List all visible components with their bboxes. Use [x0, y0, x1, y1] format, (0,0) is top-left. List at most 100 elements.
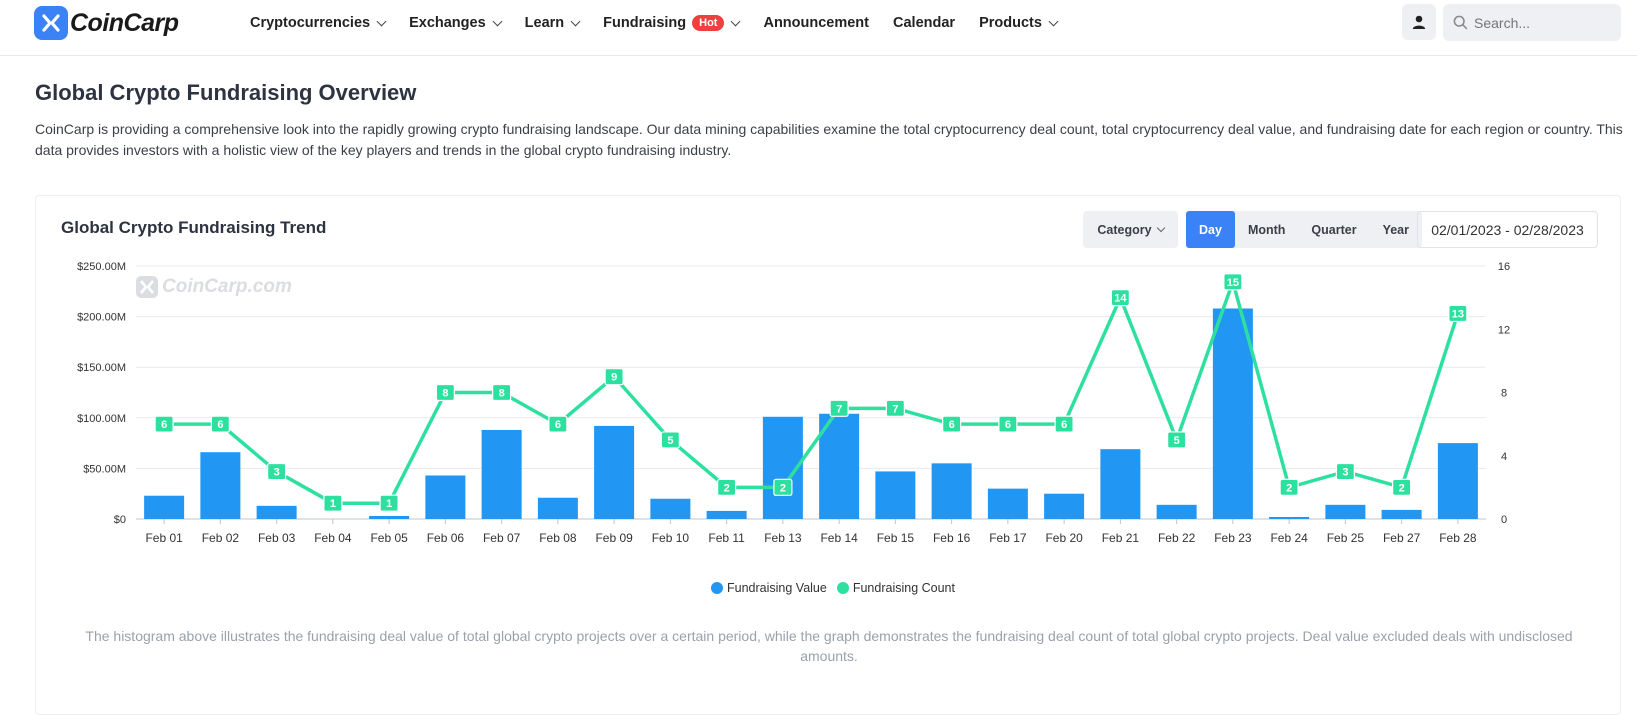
chevron-down-icon	[570, 16, 581, 26]
count-point	[435, 383, 455, 402]
value-bar	[931, 463, 972, 519]
nav-calendar[interactable]: Calendar	[893, 15, 955, 31]
count-point	[1392, 478, 1412, 496]
fundraising-trend-card: Global Crypto Fundraising Trend Category…	[35, 195, 1621, 715]
chevron-down-icon	[1156, 223, 1165, 232]
period-quarter-button[interactable]: Quarter	[1311, 222, 1357, 237]
x-tick-label: Feb 14	[820, 531, 858, 545]
value-bar	[256, 505, 297, 519]
nav-label: Learn	[524, 15, 565, 31]
value-bar	[144, 495, 185, 519]
page-description: CoinCarp is providing a comprehensive lo…	[35, 121, 1623, 158]
nav-fundraising[interactable]: Fundraising Hot	[603, 15, 741, 31]
period-year-button[interactable]: Year	[1382, 222, 1409, 237]
chevron-down-icon	[376, 16, 387, 26]
count-point	[323, 494, 343, 512]
coincarp-watermark-icon	[136, 276, 158, 298]
page-title: Global Crypto Fundraising Overview	[35, 80, 417, 105]
legend-fundraising-count[interactable]: Fundraising Count	[836, 581, 955, 595]
value-bar	[200, 452, 241, 519]
count-data-label: 7	[892, 403, 898, 415]
count-data-label: 6	[217, 419, 223, 431]
value-bar	[1156, 504, 1197, 519]
main-nav: Cryptocurrencies Exchanges Learn Fundrai…	[250, 13, 1081, 33]
brand-logo[interactable]: CoinCarp	[34, 6, 179, 40]
count-point	[1223, 273, 1243, 291]
nav-announcement[interactable]: Announcement	[763, 15, 869, 31]
count-data-label: 2	[780, 482, 786, 494]
nav-label: Fundraising	[603, 15, 687, 31]
value-bar	[1325, 504, 1366, 519]
x-tick-label: Feb 28	[1439, 531, 1477, 545]
nav-label: Products	[979, 15, 1042, 31]
x-tick-label: Feb 01	[145, 531, 183, 545]
nav-label: Cryptocurrencies	[250, 15, 371, 31]
nav-learn[interactable]: Learn	[524, 15, 581, 31]
fundraising-trend-chart: $0 $50.00M $100.00M $150.00M $200.00M $250.00…	[77, 261, 1510, 545]
count-point	[942, 415, 962, 433]
x-tick-label: Feb 24	[1270, 531, 1308, 545]
chart-title: Global Crypto Fundraising Trend	[61, 218, 327, 237]
x-tick-label: Feb 22	[1158, 531, 1196, 545]
x-tick-label: Feb 21	[1102, 531, 1140, 545]
x-tick-label: Feb 04	[314, 531, 352, 545]
coincarp-logo-icon	[34, 6, 68, 40]
x-tick-label: Feb 13	[764, 531, 802, 545]
count-point	[1448, 304, 1468, 323]
value-bar	[481, 429, 522, 519]
x-tick-label: Feb 05	[370, 531, 408, 545]
legend-label: Fundraising Value	[727, 581, 827, 595]
count-point	[829, 399, 849, 417]
value-bar	[1100, 449, 1141, 519]
count-point	[1279, 478, 1299, 496]
count-point	[885, 399, 905, 417]
user-account-button[interactable]	[1402, 4, 1436, 40]
value-bar	[650, 498, 691, 519]
count-point	[773, 478, 793, 496]
value-bar	[1044, 493, 1085, 519]
value-bar	[1269, 516, 1310, 519]
y-right-tick-label: 8	[1501, 388, 1507, 400]
nav-label: Exchanges	[409, 15, 486, 31]
period-month-button[interactable]: Month	[1247, 222, 1286, 237]
x-tick-label: Feb 15	[877, 531, 915, 545]
value-bar	[875, 471, 916, 519]
watermark-text: CoinCarp.com	[162, 276, 292, 297]
nav-cryptocurrencies[interactable]: Cryptocurrencies	[250, 15, 387, 31]
period-day-button[interactable]: Day	[1186, 211, 1235, 248]
y-left-tick-label: $200.00M	[77, 312, 126, 324]
count-data-label: 7	[836, 403, 842, 415]
count-point	[717, 478, 737, 496]
period-selector: Day Month Quarter Year	[1186, 211, 1422, 248]
legend-fundraising-value[interactable]: Fundraising Value	[711, 581, 827, 595]
count-data-label: 1	[330, 498, 336, 510]
search-input[interactable]	[1474, 14, 1604, 31]
nav-products[interactable]: Products	[979, 15, 1059, 31]
chart-legend: Fundraising Value Fundraising Count	[711, 581, 965, 595]
x-tick-label: Feb 10	[652, 531, 690, 545]
value-bar	[537, 497, 578, 519]
search-icon	[1453, 15, 1468, 30]
y-right-tick-label: 12	[1498, 324, 1510, 336]
y-right-tick-label: 0	[1501, 514, 1507, 526]
x-tick-label: Feb 11	[708, 531, 745, 545]
count-data-label: 6	[1061, 419, 1067, 431]
value-bar	[987, 488, 1028, 519]
search-box[interactable]	[1443, 4, 1621, 41]
x-tick-label: Feb 27	[1383, 531, 1421, 545]
count-data-label: 2	[724, 482, 730, 494]
category-dropdown[interactable]: Category	[1083, 211, 1178, 248]
y-right-tick-label: 16	[1498, 261, 1510, 273]
count-point	[1054, 415, 1074, 433]
value-bar	[594, 425, 635, 519]
value-bar	[425, 475, 466, 519]
date-range-picker[interactable]: 02/01/2023 - 02/28/2023	[1417, 211, 1598, 248]
y-left-tick-label: $150.00M	[77, 362, 126, 374]
legend-label: Fundraising Count	[852, 581, 955, 595]
nav-exchanges[interactable]: Exchanges	[409, 15, 503, 31]
count-data-label: 6	[555, 419, 561, 431]
x-tick-label: Feb 02	[202, 531, 240, 545]
x-tick-label: Feb 16	[933, 531, 971, 545]
count-data-label: 6	[949, 419, 955, 431]
top-navigation-bar: CoinCarp Cryptocurrencies Exchanges Lear…	[0, 0, 1637, 56]
